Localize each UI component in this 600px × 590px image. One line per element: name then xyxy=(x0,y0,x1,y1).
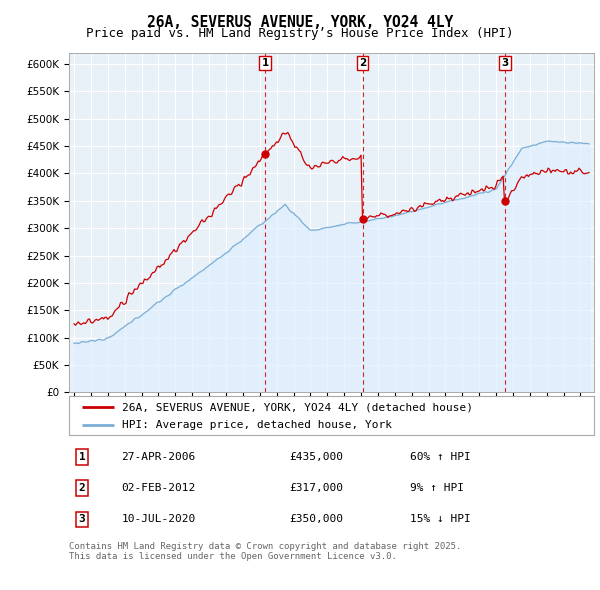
Text: 3: 3 xyxy=(79,514,86,525)
Text: £317,000: £317,000 xyxy=(290,483,343,493)
Text: 9% ↑ HPI: 9% ↑ HPI xyxy=(410,483,464,493)
Text: Price paid vs. HM Land Registry’s House Price Index (HPI): Price paid vs. HM Land Registry’s House … xyxy=(86,27,514,40)
Text: 15% ↓ HPI: 15% ↓ HPI xyxy=(410,514,471,525)
Text: 2: 2 xyxy=(79,483,86,493)
Text: 1: 1 xyxy=(79,452,86,462)
Text: £435,000: £435,000 xyxy=(290,452,343,462)
Text: HPI: Average price, detached house, York: HPI: Average price, detached house, York xyxy=(121,420,392,430)
Text: 1: 1 xyxy=(262,58,269,68)
Text: 26A, SEVERUS AVENUE, YORK, YO24 4LY (detached house): 26A, SEVERUS AVENUE, YORK, YO24 4LY (det… xyxy=(121,402,473,412)
Text: 3: 3 xyxy=(502,58,509,68)
Text: 10-JUL-2020: 10-JUL-2020 xyxy=(121,514,196,525)
Text: 02-FEB-2012: 02-FEB-2012 xyxy=(121,483,196,493)
Text: Contains HM Land Registry data © Crown copyright and database right 2025.
This d: Contains HM Land Registry data © Crown c… xyxy=(69,542,461,561)
Text: 2: 2 xyxy=(359,58,366,68)
Text: 26A, SEVERUS AVENUE, YORK, YO24 4LY: 26A, SEVERUS AVENUE, YORK, YO24 4LY xyxy=(147,15,453,30)
Text: 27-APR-2006: 27-APR-2006 xyxy=(121,452,196,462)
Text: 60% ↑ HPI: 60% ↑ HPI xyxy=(410,452,471,462)
Text: £350,000: £350,000 xyxy=(290,514,343,525)
